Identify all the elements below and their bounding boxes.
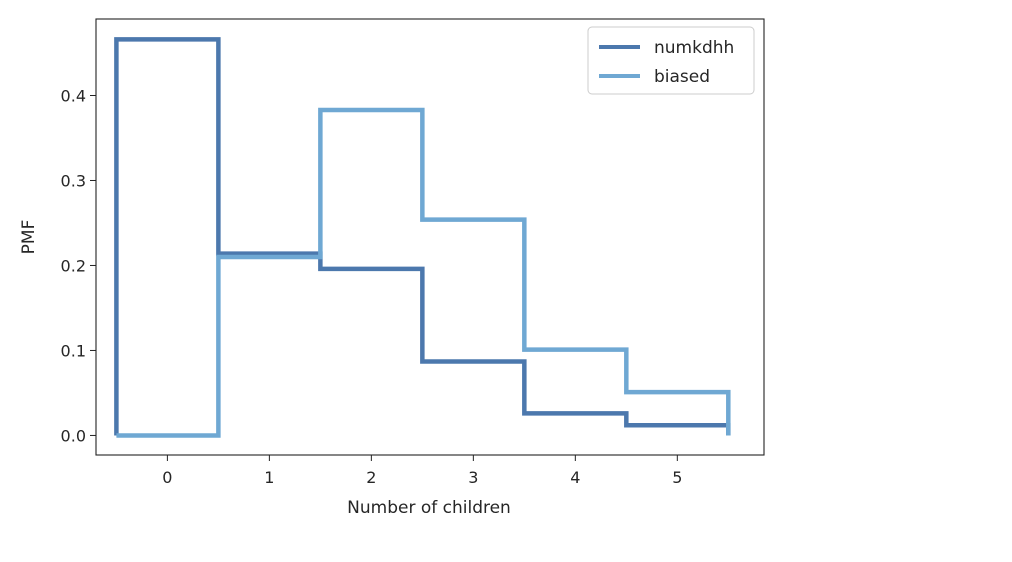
series-line-numkdhh <box>114 37 731 436</box>
x-axis-ticks: 0 1 2 3 4 5 <box>162 455 682 487</box>
x-tick-label: 4 <box>570 468 580 487</box>
x-tick-label: 1 <box>264 468 274 487</box>
y-axis-ticks: 0.0 0.1 0.2 0.3 0.4 <box>61 86 96 445</box>
y-tick-label: 0.3 <box>61 171 86 190</box>
legend: numkdhh biased <box>587 26 755 95</box>
series-layer <box>114 37 731 438</box>
x-tick-label: 3 <box>468 468 478 487</box>
series-line-biased <box>116 107 731 438</box>
legend-label-numkdhh: numkdhh <box>654 38 734 58</box>
y-tick-label: 0.4 <box>61 86 86 105</box>
x-tick-label: 2 <box>366 468 376 487</box>
y-tick-label: 0.1 <box>61 341 86 360</box>
y-tick-label: 0.0 <box>61 426 86 445</box>
x-tick-label: 0 <box>162 468 172 487</box>
y-axis-label: PMF <box>19 220 39 255</box>
x-axis-label: Number of children <box>347 498 511 518</box>
x-tick-label: 5 <box>672 468 682 487</box>
plot-frame <box>95 18 765 456</box>
legend-label-biased: biased <box>654 67 710 87</box>
y-tick-label: 0.2 <box>61 256 86 275</box>
